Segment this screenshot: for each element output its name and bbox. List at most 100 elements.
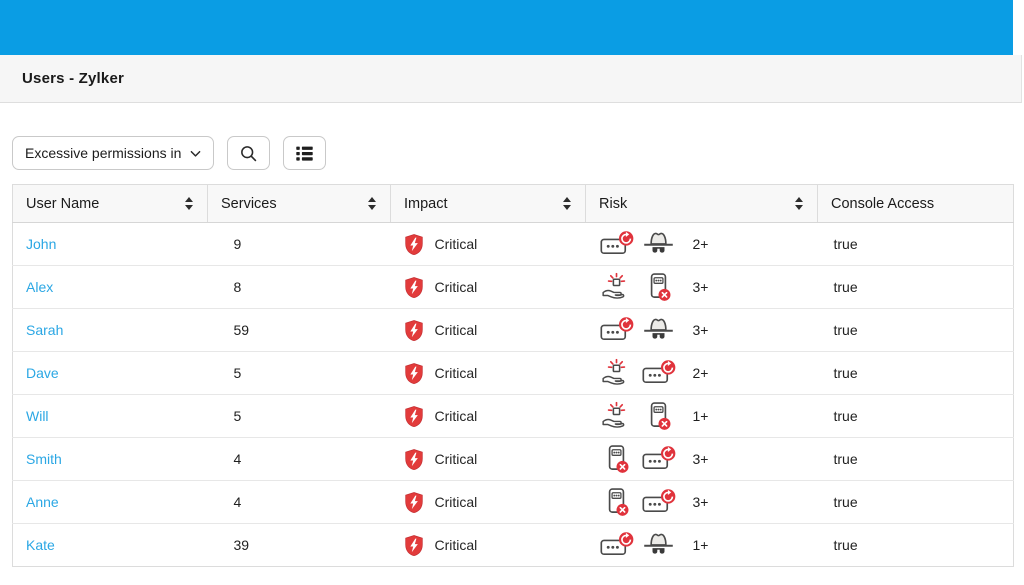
list-view-button[interactable] [283, 136, 327, 170]
user-link[interactable]: Sarah [26, 322, 64, 338]
critical-shield-icon [404, 448, 424, 471]
console-access-value: true [833, 322, 858, 338]
console-access-value: true [833, 451, 858, 467]
risk-icons [599, 272, 679, 302]
top-app-bar [0, 0, 1013, 55]
list-view-icon [295, 144, 314, 163]
password-rotation-icon [641, 444, 676, 474]
chevron-down-icon [190, 150, 201, 158]
hacker-hat-icon [641, 229, 676, 259]
services-value: 5 [233, 408, 242, 424]
risk-count: 2+ [692, 365, 709, 381]
console-access-value: true [833, 279, 858, 295]
services-value: 8 [233, 279, 242, 295]
critical-shield-icon [404, 276, 424, 299]
impact-label: Critical [434, 408, 478, 424]
risk-icons [599, 229, 679, 259]
column-label: Risk [599, 195, 628, 212]
password-rotation-icon [641, 487, 676, 517]
impact-label: Critical [434, 279, 478, 295]
user-link[interactable]: Kate [26, 537, 55, 553]
table-row: Kate 39 Critical 1+ true [13, 524, 1014, 567]
impact-label: Critical [434, 494, 478, 510]
column-header-console-access: Console Access [817, 184, 1014, 223]
user-link[interactable]: Anne [26, 494, 59, 510]
impact-label: Critical [434, 365, 478, 381]
password-rotation-icon [599, 530, 634, 560]
page-title: Users - Zylker [22, 70, 125, 87]
column-label: Console Access [831, 195, 935, 212]
services-value: 9 [233, 236, 242, 252]
critical-shield-icon [404, 534, 424, 557]
user-link[interactable]: Will [26, 408, 49, 424]
risky-grant-icon [599, 401, 634, 431]
sort-icon[interactable] [795, 197, 803, 210]
sort-icon[interactable] [185, 197, 193, 210]
column-label: User Name [26, 195, 100, 212]
services-value: 59 [233, 322, 250, 338]
critical-shield-icon [404, 233, 424, 256]
access-revoked-icon [599, 444, 634, 474]
sort-icon[interactable] [368, 197, 376, 210]
impact-label: Critical [434, 537, 478, 553]
risk-count: 3+ [692, 279, 709, 295]
critical-shield-icon [404, 405, 424, 428]
risk-count: 3+ [692, 322, 709, 338]
hacker-hat-icon [641, 530, 676, 560]
user-link[interactable]: Alex [26, 279, 54, 295]
access-revoked-icon [599, 487, 634, 517]
toolbar: Excessive permissions in [12, 136, 1024, 170]
user-link[interactable]: John [26, 236, 57, 252]
console-access-value: true [833, 408, 858, 424]
hacker-hat-icon [641, 315, 676, 345]
user-link[interactable]: Dave [26, 365, 59, 381]
risk-count: 3+ [692, 494, 709, 510]
user-link[interactable]: Smith [26, 451, 62, 467]
risk-count: 1+ [692, 537, 709, 553]
password-rotation-icon [599, 229, 634, 259]
filter-dropdown[interactable]: Excessive permissions in [12, 136, 215, 170]
table-row: Smith 4 Critical 3+ true [12, 437, 1014, 481]
access-revoked-icon [641, 401, 676, 431]
table-row: Alex 8 Critical 3+ true [12, 265, 1014, 309]
table-row: Will 5 Critical 1+ true [12, 394, 1014, 438]
risky-grant-icon [599, 272, 634, 302]
column-header-impact[interactable]: Impact [390, 184, 586, 223]
risk-icons [599, 487, 679, 517]
column-header-risk[interactable]: Risk [585, 184, 818, 223]
impact-label: Critical [434, 322, 478, 338]
risk-icons [599, 530, 679, 560]
table-row: Dave 5 Critical 2+ true [12, 351, 1014, 395]
critical-shield-icon [404, 319, 424, 342]
services-value: 5 [233, 365, 242, 381]
risk-icons [599, 358, 679, 388]
column-header-user-name[interactable]: User Name [12, 184, 208, 223]
risk-count: 1+ [692, 408, 709, 424]
users-table: User Name Services Impact Risk [12, 184, 1014, 567]
sort-icon[interactable] [563, 197, 571, 210]
console-access-value: true [833, 537, 858, 553]
access-revoked-icon [641, 272, 676, 302]
risk-icons [599, 444, 679, 474]
risky-grant-icon [599, 358, 634, 388]
console-access-value: true [833, 236, 858, 252]
console-access-value: true [833, 365, 858, 381]
search-icon [239, 144, 258, 163]
table-row: Anne 4 Critical 3+ true [12, 480, 1014, 524]
services-value: 4 [233, 494, 242, 510]
services-value: 4 [233, 451, 242, 467]
table-header: User Name Services Impact Risk [12, 184, 1014, 223]
services-value: 39 [233, 537, 250, 553]
risk-icons [599, 315, 679, 345]
impact-label: Critical [434, 236, 478, 252]
risk-icons [599, 401, 679, 431]
column-label: Services [221, 195, 277, 212]
column-header-services[interactable]: Services [207, 184, 391, 223]
search-button[interactable] [227, 136, 271, 170]
column-label: Impact [404, 195, 448, 212]
table-row: Sarah 59 Critical 3+ true [12, 308, 1014, 352]
risk-count: 3+ [692, 451, 709, 467]
critical-shield-icon [404, 362, 424, 385]
table-row: John 9 Critical 2+ true [12, 222, 1014, 266]
password-rotation-icon [599, 315, 634, 345]
